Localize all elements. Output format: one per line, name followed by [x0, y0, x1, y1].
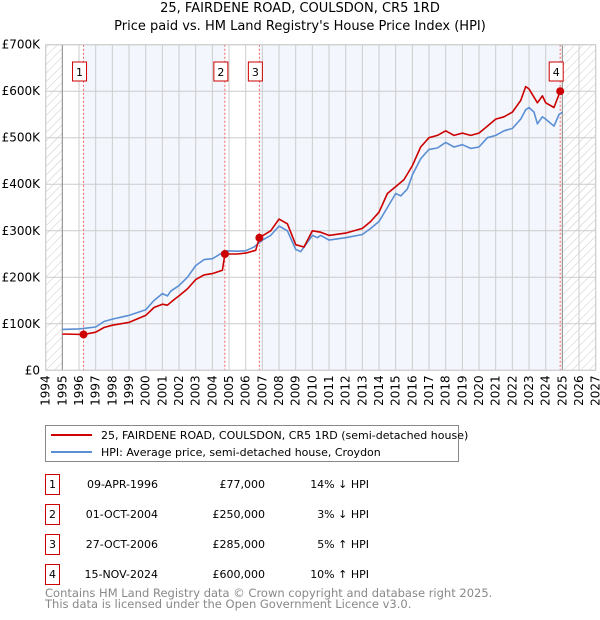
sale-date: 01-OCT-2004	[85, 508, 158, 521]
y-tick-label: £0	[25, 363, 40, 377]
x-tick-label: 2018	[439, 375, 453, 406]
sale-date: 09-APR-1996	[86, 478, 158, 491]
x-tick-label: 2024	[539, 375, 553, 406]
ownership-band	[259, 44, 561, 371]
x-tick-label: 1999	[122, 375, 136, 406]
footer: Contains HM Land Registry data © Crown c…	[45, 586, 493, 611]
footer-licence: This data is licensed under the Open Gov…	[45, 597, 412, 611]
ownership-band	[83, 44, 225, 371]
table-row: 1 09-APR-1996 £77,000 14% ↓ HPI	[0, 474, 600, 495]
sale-label: 2	[217, 66, 224, 79]
x-tick-label: 2017	[422, 375, 436, 406]
x-tick-label: 2026	[572, 375, 586, 406]
x-tick-label: 2000	[139, 375, 153, 406]
y-tick-label: £500K	[2, 131, 42, 145]
property-price-line	[62, 85, 561, 336]
x-tick-label: 2015	[389, 375, 403, 406]
sale-date: 27-OCT-2006	[85, 538, 158, 551]
x-tick-label: 2025	[555, 375, 569, 406]
sale-label-box	[72, 61, 88, 82]
legend-item-hpi: HPI: Average price, semi-detached house,…	[46, 444, 458, 460]
x-tick-label: 1994	[39, 375, 53, 406]
sale-point	[220, 250, 229, 259]
x-tick-label: 2013	[355, 375, 369, 406]
sale-label: 4	[553, 66, 560, 79]
x-tick-label: 2022	[505, 375, 519, 406]
x-tick-label: 2021	[489, 375, 503, 406]
x-tick-label: 2027	[589, 375, 600, 406]
hpi-line	[62, 106, 563, 331]
y-tick-label: £700K	[2, 38, 42, 52]
sale-number: 4	[45, 564, 60, 585]
table-row: 4 15-NOV-2024 £600,000 10% ↑ HPI	[0, 564, 600, 585]
y-tick-label: £600K	[2, 84, 42, 98]
sale-number: 2	[45, 504, 60, 525]
table-row: 2 01-OCT-2004 £250,000 3% ↓ HPI	[0, 504, 600, 525]
x-tick-label: 2023	[522, 375, 536, 406]
table-row: 3 27-OCT-2006 £285,000 5% ↑ HPI	[0, 534, 600, 555]
sale-price: £600,000	[212, 568, 266, 581]
x-tick-label: 2007	[255, 375, 269, 406]
y-tick-label: £300K	[2, 224, 42, 238]
x-tick-label: 1998	[105, 375, 119, 406]
x-tick-label: 2010	[305, 375, 319, 406]
sale-label: 1	[76, 66, 83, 79]
x-tick-label: 1997	[89, 375, 103, 406]
sale-price: £285,000	[212, 538, 266, 551]
x-tick-label: 2020	[472, 375, 486, 406]
chart-subtitle: Price paid vs. HM Land Registry's House …	[114, 19, 486, 34]
x-tick-label: 2014	[372, 375, 386, 406]
x-tick-label: 2003	[189, 375, 203, 406]
sale-date: 15-NOV-2024	[84, 568, 158, 581]
legend-blue-line	[51, 451, 92, 453]
sale-label: 3	[252, 66, 259, 79]
sale-number: 3	[45, 534, 60, 555]
price-chart: 1994 1995 1996 1997 1998 1999 2000 2001 2002 2003…	[2, 38, 600, 406]
x-tick-label: 2019	[455, 375, 469, 406]
x-tick-label: 2008	[272, 375, 286, 406]
sale-price: £77,000	[219, 478, 266, 491]
chart-title: 25, FAIRDENE ROAD, COULSDON, CR5 1RD	[160, 1, 440, 16]
legend-item-property: 25, FAIRDENE ROAD, COULSDON, CR5 1RD (se…	[46, 427, 468, 443]
x-tick-label: 1996	[72, 375, 86, 406]
sale-label-box	[548, 61, 564, 82]
sale-point	[255, 233, 264, 242]
y-tick-label: £400K	[2, 177, 42, 191]
x-tick-label: 1995	[55, 375, 69, 406]
legend-label-property: 25, FAIRDENE ROAD, COULSDON, CR5 1RD (se…	[101, 428, 469, 442]
x-tick-label: 2009	[289, 375, 303, 406]
x-tick-label: 2002	[172, 375, 186, 406]
sale-hpi-diff: 14% ↓ HPI	[310, 478, 369, 491]
plot-border	[45, 44, 597, 371]
x-tick-label: 2001	[155, 375, 169, 406]
x-tick-label: 2005	[222, 375, 236, 406]
x-tick-label: 2006	[239, 375, 253, 406]
sale-point	[556, 87, 565, 96]
x-tick-label: 2016	[405, 375, 419, 406]
sale-hpi-diff: 3% ↓ HPI	[317, 508, 369, 521]
sale-label-box	[247, 61, 263, 82]
footer-copyright: Contains HM Land Registry data © Crown c…	[45, 586, 493, 600]
x-tick-label: 2004	[205, 375, 219, 406]
y-tick-label: £100K	[2, 317, 42, 331]
legend-label-hpi: HPI: Average price, semi-detached house,…	[101, 445, 381, 459]
sale-hpi-diff: 5% ↑ HPI	[317, 538, 369, 551]
hatched-region-before-data	[45, 44, 63, 371]
legend: 25, FAIRDENE ROAD, COULSDON, CR5 1RD (se…	[45, 425, 468, 462]
x-tick-label: 2012	[339, 375, 353, 406]
sale-label-box	[213, 61, 229, 82]
sale-number: 1	[45, 474, 60, 495]
y-tick-label: £200K	[2, 270, 42, 284]
sale-price: £250,000	[212, 508, 266, 521]
sale-hpi-diff: 10% ↑ HPI	[310, 568, 369, 581]
x-tick-label: 2011	[322, 375, 336, 406]
sale-point	[79, 330, 88, 339]
legend-red-line	[51, 434, 92, 436]
